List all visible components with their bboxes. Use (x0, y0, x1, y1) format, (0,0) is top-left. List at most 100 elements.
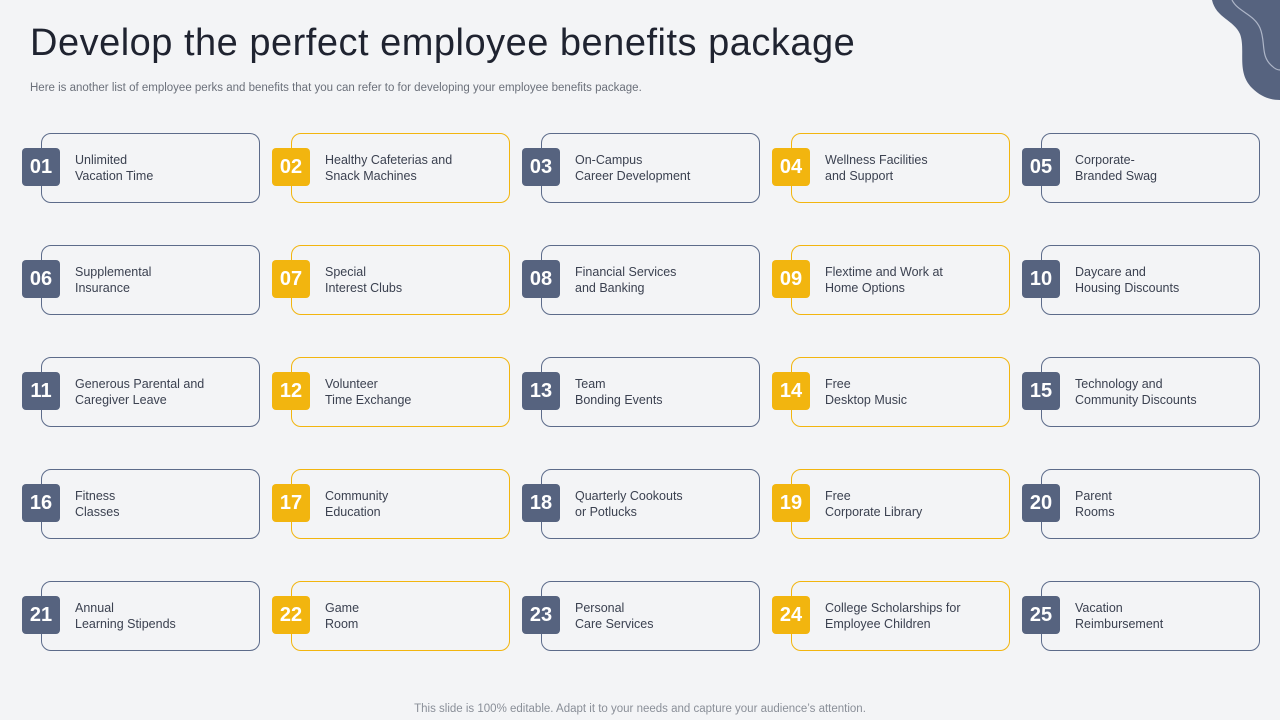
benefit-label: Unlimited Vacation Time (75, 153, 154, 183)
benefit-label: Annual Learning Stipends (75, 601, 176, 631)
benefit-card-frame (291, 469, 510, 539)
benefit-number-badge: 03 (522, 148, 560, 186)
benefit-card-frame (41, 581, 260, 651)
benefit-label: Free Desktop Music (825, 377, 907, 407)
benefit-card-frame (541, 357, 760, 427)
benefit-card: 23 Personal Care Services (522, 581, 760, 651)
benefits-grid: 01 Unlimited Vacation Time 02 Healthy Cafet… (22, 133, 1260, 651)
benefit-card: 17 Community Education (272, 469, 510, 539)
benefit-card-frame (291, 357, 510, 427)
benefit-label: Daycare and Housing Discounts (1075, 265, 1180, 295)
benefit-card: 21 Annual Learning Stipends (22, 581, 260, 651)
benefit-card-frame (791, 581, 1010, 651)
benefit-number-badge: 14 (772, 372, 810, 410)
benefit-card-frame (291, 133, 510, 203)
benefit-card-frame (541, 245, 760, 315)
benefit-label: Technology and Community Discounts (1075, 377, 1197, 407)
benefit-label: Community Education (325, 489, 389, 519)
benefit-card: 10 Daycare and Housing Discounts (1022, 245, 1260, 315)
benefit-number-badge: 16 (22, 484, 60, 522)
benefit-card: 09 Flextime and Work at Home Options (772, 245, 1010, 315)
benefit-number-badge: 12 (272, 372, 310, 410)
benefit-card-frame (791, 357, 1010, 427)
benefit-card-frame (1041, 581, 1260, 651)
benefit-label: Generous Parental and Caregiver Leave (75, 377, 205, 407)
benefit-label: Wellness Facilities and Support (825, 153, 928, 183)
benefit-label: Special Interest Clubs (325, 265, 403, 295)
benefit-card-frame (41, 469, 260, 539)
benefit-card-frame (541, 133, 760, 203)
benefit-card: 11 Generous Parental and Caregiver Leave (22, 357, 260, 427)
benefit-number-badge: 20 (1022, 484, 1060, 522)
benefit-label: Volunteer Time Exchange (325, 377, 412, 407)
benefit-number-badge: 01 (22, 148, 60, 186)
footer-note: This slide is 100% editable. Adapt it to… (414, 703, 866, 715)
benefit-number-badge: 06 (22, 260, 60, 298)
benefit-card: 08 Financial Services and Banking (522, 245, 760, 315)
benefit-number-badge: 24 (772, 596, 810, 634)
benefit-card: 18 Quarterly Cookouts or Potlucks (522, 469, 760, 539)
benefit-label: Supplemental Insurance (75, 265, 152, 295)
benefit-label: Free Corporate Library (825, 489, 923, 519)
benefit-card: 07 Special Interest Clubs (272, 245, 510, 315)
benefit-label: Corporate- Branded Swag (1075, 153, 1158, 183)
benefit-number-badge: 23 (522, 596, 560, 634)
benefit-card: 03 On-Campus Career Development (522, 133, 760, 203)
benefit-number-badge: 09 (772, 260, 810, 298)
benefit-card: 12 Volunteer Time Exchange (272, 357, 510, 427)
benefit-number-badge: 07 (272, 260, 310, 298)
benefit-label: Quarterly Cookouts or Potlucks (575, 489, 683, 519)
benefit-card: 04 Wellness Facilities and Support (772, 133, 1010, 203)
benefit-number-badge: 21 (22, 596, 60, 634)
benefit-number-badge: 05 (1022, 148, 1060, 186)
benefit-card: 15 Technology and Community Discounts (1022, 357, 1260, 427)
benefit-number-badge: 10 (1022, 260, 1060, 298)
benefit-card: 24 College Scholarships for Employee Chil… (772, 581, 1010, 651)
benefit-card: 14 Free Desktop Music (772, 357, 1010, 427)
page-subtitle: Here is another list of employee perks a… (30, 82, 642, 94)
benefit-label: Fitness Classes (75, 489, 120, 519)
benefit-number-badge: 11 (22, 372, 60, 410)
benefit-card-frame (1041, 469, 1260, 539)
benefit-card-frame (791, 469, 1010, 539)
benefit-card-frame (541, 469, 760, 539)
benefit-card: 20 Parent Rooms (1022, 469, 1260, 539)
benefit-label: Healthy Cafeterias and Snack Machines (325, 153, 453, 183)
benefit-card-frame (41, 133, 260, 203)
benefit-number-badge: 22 (272, 596, 310, 634)
benefit-card: 19 Free Corporate Library (772, 469, 1010, 539)
page-title: Develop the perfect employee benefits pa… (30, 22, 856, 64)
benefit-number-badge: 02 (272, 148, 310, 186)
benefit-label: Game Room (325, 601, 360, 631)
benefit-card: 02 Healthy Cafeterias and Snack Machines (272, 133, 510, 203)
benefit-card-frame (791, 133, 1010, 203)
benefit-card-frame (41, 245, 260, 315)
benefit-number-badge: 13 (522, 372, 560, 410)
benefit-label: College Scholarships for Employee Childr… (825, 601, 961, 631)
benefit-label: On-Campus Career Development (575, 153, 691, 183)
benefit-card-frame (1041, 357, 1260, 427)
benefit-number-badge: 19 (772, 484, 810, 522)
benefit-label: Team Bonding Events (575, 377, 663, 407)
benefit-card-frame (1041, 245, 1260, 315)
benefit-number-badge: 15 (1022, 372, 1060, 410)
benefit-label: Vacation Reimbursement (1075, 601, 1164, 631)
benefit-card: 16 Fitness Classes (22, 469, 260, 539)
benefit-card: 25 Vacation Reimbursement (1022, 581, 1260, 651)
benefit-card-frame (1041, 133, 1260, 203)
benefit-card-frame (291, 581, 510, 651)
benefit-number-badge: 04 (772, 148, 810, 186)
benefit-label: Flextime and Work at Home Options (825, 265, 943, 295)
benefit-card: 22 Game Room (272, 581, 510, 651)
benefit-card: 05 Corporate- Branded Swag (1022, 133, 1260, 203)
benefit-card-frame (541, 581, 760, 651)
decorative-corner-shape (1212, 0, 1280, 100)
benefit-number-badge: 25 (1022, 596, 1060, 634)
benefit-label: Financial Services and Banking (575, 265, 677, 295)
benefit-card: 06 Supplemental Insurance (22, 245, 260, 315)
benefit-card: 01 Unlimited Vacation Time (22, 133, 260, 203)
benefit-label: Personal Care Services (575, 601, 654, 631)
benefit-card-frame (41, 357, 260, 427)
benefit-label: Parent Rooms (1075, 489, 1115, 519)
benefit-number-badge: 18 (522, 484, 560, 522)
